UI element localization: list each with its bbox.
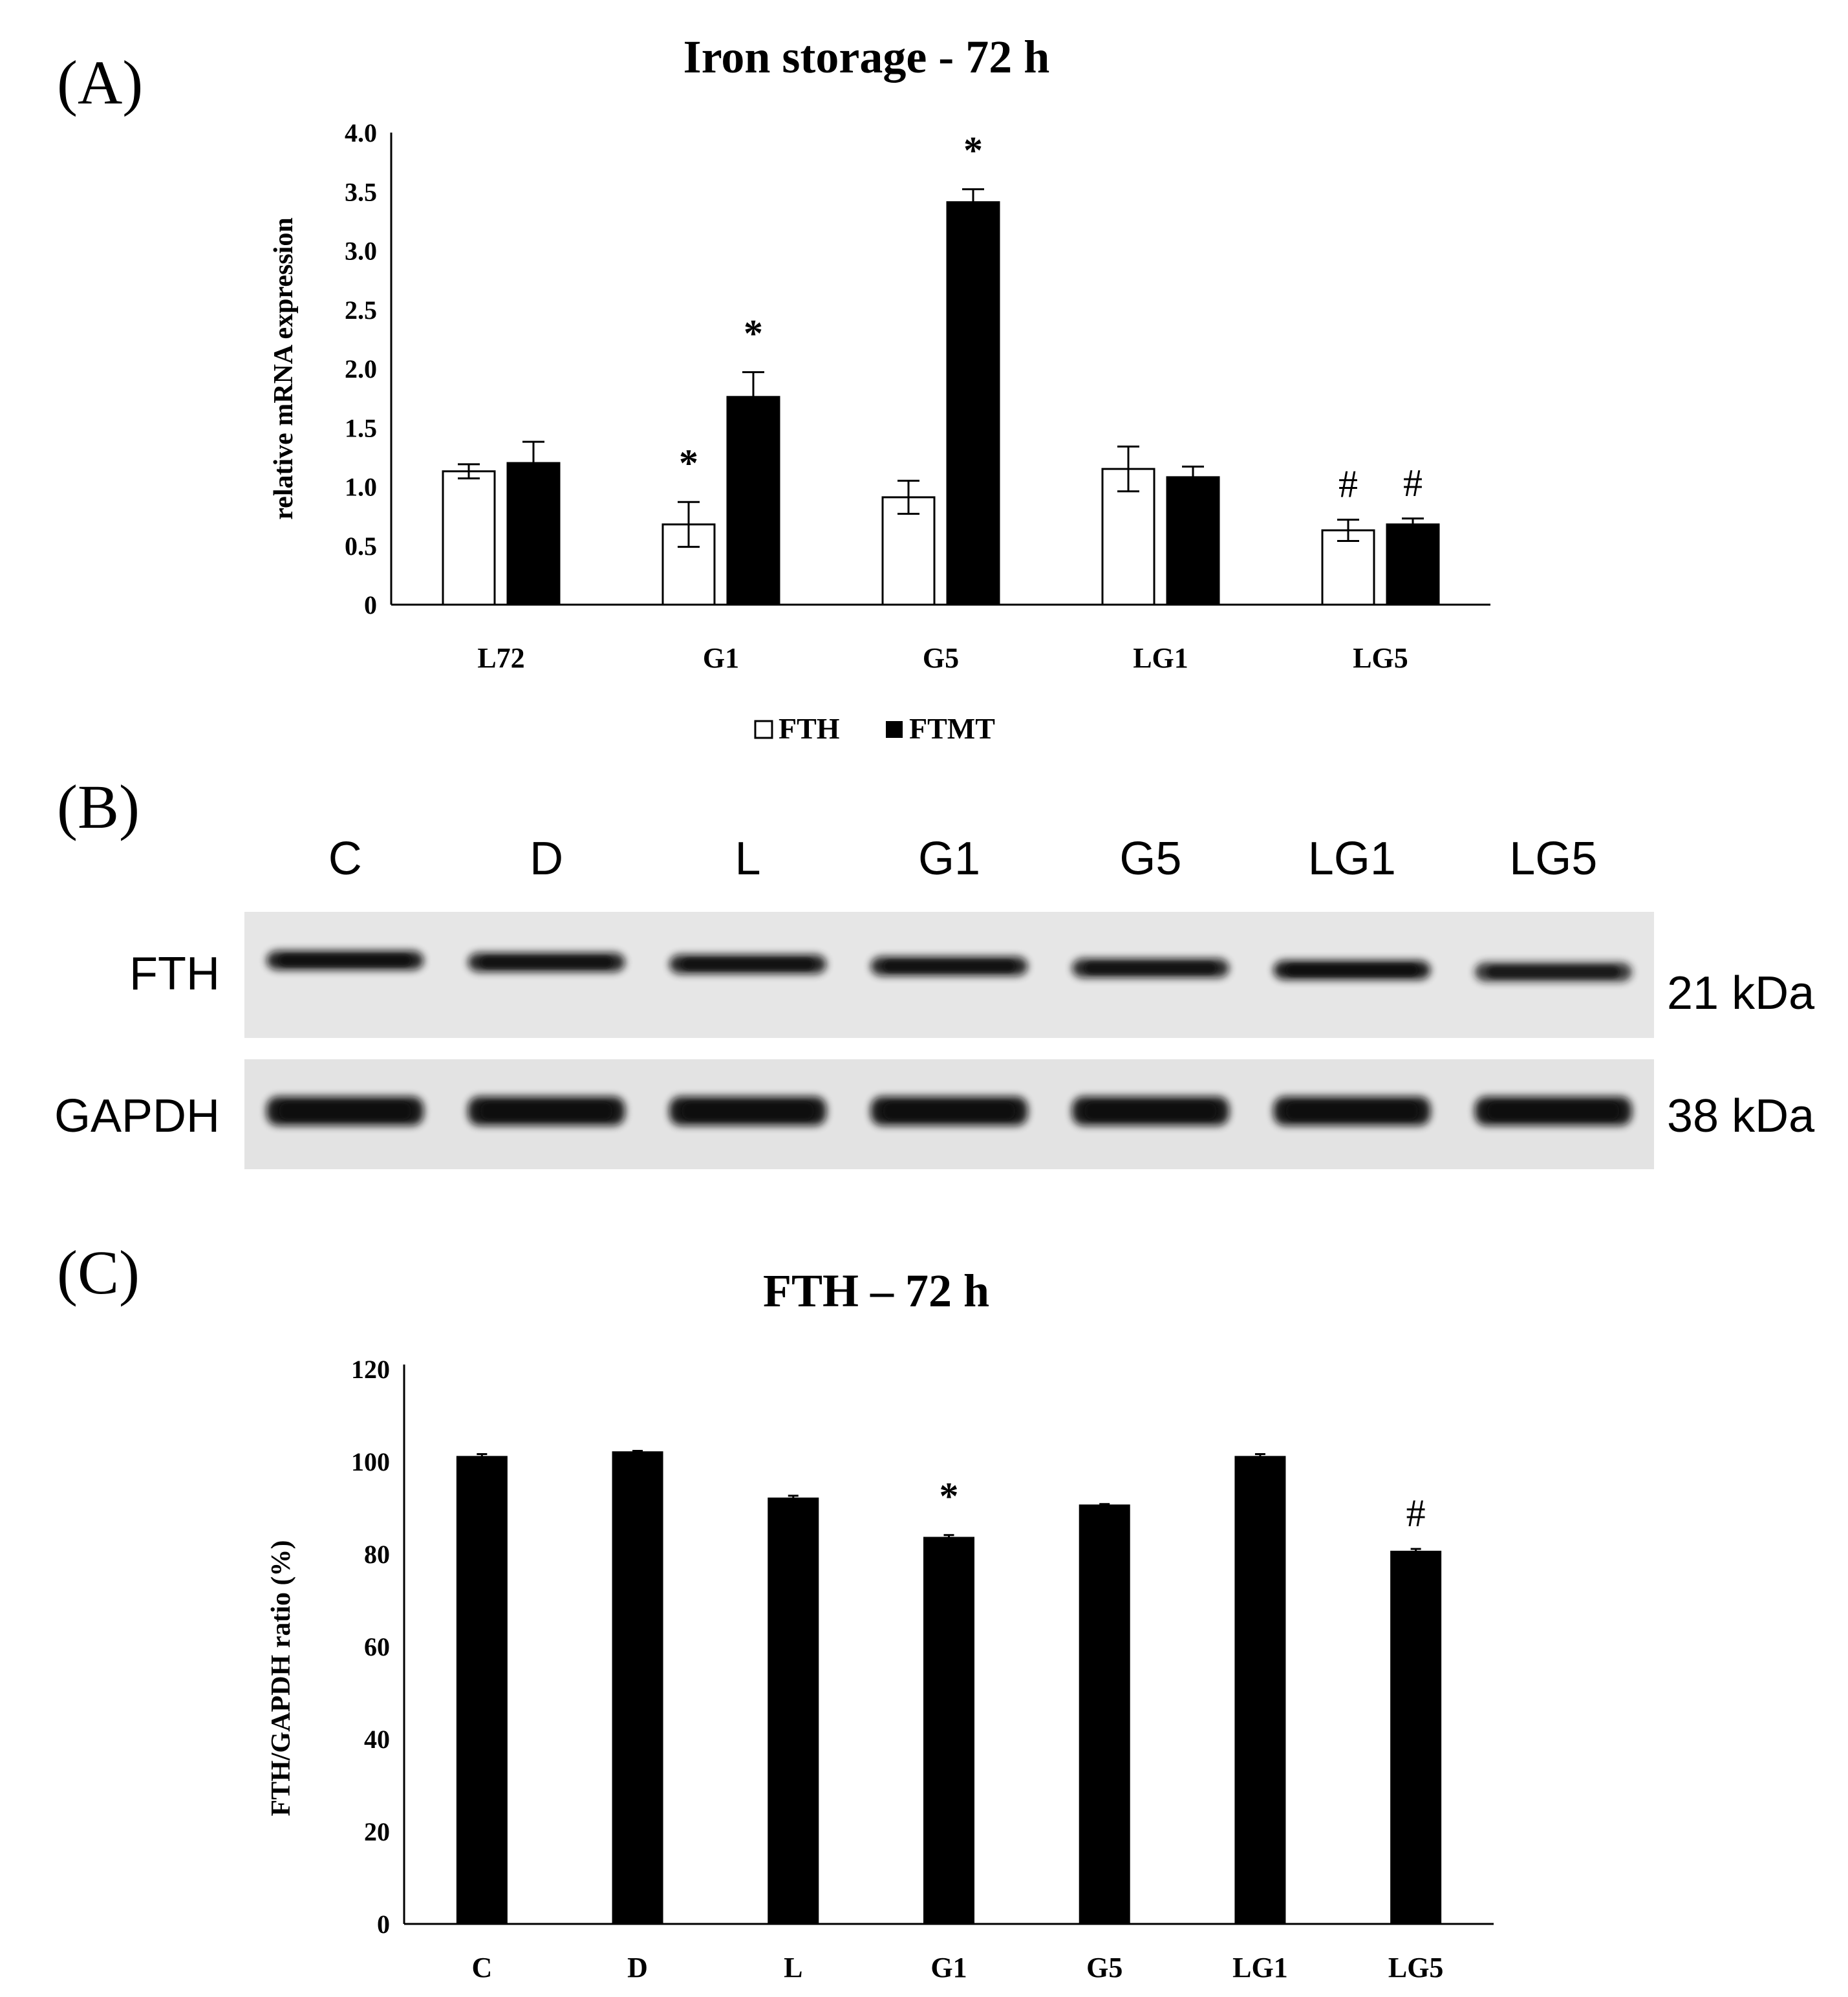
panel-label-b: (B) [57,772,140,841]
blot-lane-label: C [328,833,362,885]
chart-c-y-tick-label: 40 [364,1725,390,1754]
blot-band-core-gapdh [682,1102,814,1120]
chart-a-category-label: LG1 [1133,642,1188,674]
chart-c-y-tick-label: 60 [364,1632,390,1661]
chart-c-bar [923,1537,974,1925]
western-blot: C D L G1 G5 LG1 LG5 FTH GAPDH 21 kDa 38 kDa [54,833,1815,1169]
chart-a-significance-mark: * [679,442,698,484]
blot-band-core-fth [682,958,814,970]
blot-band-core-fth [480,956,613,968]
chart-a-significance-mark: # [1403,462,1423,504]
blot-size-gapdh: 38 kDa [1667,1090,1815,1142]
chart-c-category-label: L [784,1952,802,1983]
chart-c-category-label: LG1 [1232,1952,1288,1983]
chart-a-bar [1101,468,1155,606]
legend-label-fth: FTH [779,712,840,745]
blot-band-core-fth [279,955,411,966]
blot-band-core-fth [1285,964,1418,976]
chart-a-bar [1166,476,1220,606]
blot-band-core-fth [1487,966,1620,978]
chart-a-y-tick-label: 0.5 [345,532,377,561]
chart-a-bar [1386,523,1440,606]
panel-label-a: (A) [57,48,143,117]
chart-c: FTH – 72 h FTH/GAPDH ratio (%) 0 20 40 60 80… [266,1265,1494,1983]
chart-c-significance-mark: # [1406,1492,1426,1535]
chart-c-y-tick-label: 0 [377,1910,390,1939]
chart-c-category-label: G5 [1086,1952,1123,1983]
blot-row-label-gapdh: GAPDH [54,1090,220,1142]
chart-c-bar [1079,1504,1130,1925]
blot-band-core-fth [883,960,1016,972]
blot-lane-label: LG5 [1509,833,1597,885]
chart-c-bar [1234,1456,1286,1925]
chart-a-y-tick-label: 4.0 [345,118,377,147]
chart-c-bar [768,1497,819,1925]
chart-a-category-label: LG5 [1353,642,1408,674]
chart-a-bar [946,201,1000,606]
chart-c-bar [612,1451,663,1925]
chart-a-category-label: G5 [923,642,959,674]
chart-c-y-tick-label: 100 [351,1447,390,1476]
chart-c-y-tick-label: 20 [364,1817,390,1846]
blot-row-label-fth: FTH [129,948,220,1000]
chart-a-y-tick-label: 1.0 [345,473,377,502]
chart-a-y-tick-label: 2.0 [345,354,377,383]
panel-label-c: (C) [57,1238,140,1307]
chart-a-legend: FTH FTMT [754,712,995,745]
blot-band-core-gapdh [1487,1102,1620,1120]
chart-c-category-label: D [627,1952,648,1983]
blot-band-core-fth [1084,962,1217,974]
chart-a-significance-mark: * [963,129,983,172]
chart-a-bar [506,462,561,606]
chart-c-category-label: C [471,1952,492,1983]
chart-c-category-label: LG5 [1388,1952,1444,1983]
blot-band-core-gapdh [1084,1102,1217,1120]
chart-a-bar [1321,529,1375,606]
blot-size-fth: 21 kDa [1667,967,1815,1019]
chart-a-y-tick-label: 2.5 [345,296,377,325]
chart-a-bar [442,470,496,606]
chart-a-y-axis-label: relative mRNA expression [269,217,299,519]
chart-c-bar [456,1456,508,1925]
blot-lane-label: LG1 [1308,833,1396,885]
chart-a-y-tick-label: 0 [364,590,377,620]
chart-a-y-tick-label: 3.5 [345,177,377,206]
chart-a-y-tick-label: 3.0 [345,237,377,266]
blot-band-core-gapdh [1285,1102,1418,1120]
blot-band-core-gapdh [883,1102,1016,1120]
chart-a: Iron storage - 72 h relative mRNA expres… [269,31,1490,745]
chart-c-bar [1390,1550,1442,1925]
blot-lane-label: D [530,833,563,885]
blot-lane-label: G1 [918,833,980,885]
legend-swatch-fth [754,720,773,739]
chart-a-y-tick-label: 1.5 [345,413,377,442]
chart-c-y-tick-label: 80 [364,1540,390,1569]
chart-c-category-label: G1 [930,1952,967,1983]
chart-a-bar [726,396,780,606]
blot-band-core-gapdh [480,1102,613,1120]
blot-lane-label: G5 [1119,833,1181,885]
legend-swatch-ftmt [886,721,903,738]
chart-a-category-label: G1 [703,642,739,674]
blot-lane-label: L [735,833,761,885]
chart-c-significance-mark: * [940,1475,959,1518]
chart-a-significance-mark: # [1338,463,1358,506]
chart-a-title: Iron storage - 72 h [683,31,1050,83]
blot-band-core-gapdh [279,1102,411,1120]
chart-c-y-tick-label: 120 [351,1355,390,1384]
chart-a-significance-mark: * [744,312,763,354]
chart-c-title: FTH – 72 h [763,1265,989,1317]
legend-label-ftmt: FTMT [909,712,995,745]
chart-a-bar [881,496,936,606]
chart-a-category-label: L72 [477,642,524,674]
chart-c-y-axis-label: FTH/GAPDH ratio (%) [266,1540,296,1817]
